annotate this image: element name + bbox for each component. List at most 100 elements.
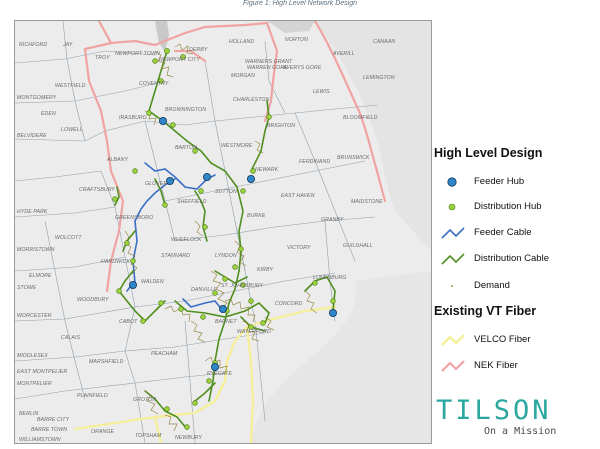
town-label: NEWPORT CITY bbox=[159, 57, 200, 63]
legend-label-distribution-cable: Distribution Cable bbox=[474, 253, 549, 264]
legend-title-existing: Existing VT Fiber bbox=[434, 304, 537, 318]
town-label: RICHFORD bbox=[19, 42, 47, 48]
town-label: PEACHAM bbox=[151, 351, 178, 357]
town-label: ALBANY bbox=[106, 157, 129, 163]
town-label: TROY bbox=[95, 55, 110, 61]
town-label: BROWNINGTON bbox=[165, 107, 206, 113]
town-label: EDEN bbox=[41, 111, 56, 117]
town-label: WILLIAMSTOWN bbox=[19, 437, 61, 443]
town-label: GLOVER bbox=[145, 181, 167, 187]
map-canvas: RICHFORD JAY TROY NEWPORT TOWN NEWPORT C… bbox=[15, 21, 431, 443]
feeder-hubs bbox=[129, 117, 337, 371]
legend-distribution-hub: Distribution Hub bbox=[434, 199, 600, 215]
tilson-logo: TILSON On a Mission bbox=[436, 395, 600, 445]
velco-fiber-icon bbox=[440, 332, 466, 348]
town-label: JAY bbox=[62, 42, 73, 48]
town-label: WARNERS GRANT bbox=[245, 59, 293, 65]
town-label: LUNENBURG bbox=[313, 275, 346, 281]
demand-icon bbox=[440, 278, 466, 294]
town-label: NEWBURY bbox=[175, 435, 202, 441]
town-label: DERBY bbox=[189, 47, 208, 53]
town-label: ORANGE bbox=[91, 429, 115, 435]
town-label: CHARLESTON bbox=[233, 97, 270, 103]
town-label: LYNDON bbox=[215, 253, 237, 259]
town-label: BLOOMFIELD bbox=[343, 115, 378, 121]
town-label: ELMORE bbox=[29, 273, 52, 279]
legend-distribution-cable: Distribution Cable bbox=[434, 251, 600, 267]
legend-nek-fiber: NEK Fiber bbox=[434, 358, 600, 374]
town-label: GREENSBORO bbox=[115, 215, 153, 221]
town-label: STOWE bbox=[17, 285, 37, 291]
town-label: VICTORY bbox=[287, 245, 311, 251]
legend-label-feeder-hub: Feeder Hub bbox=[474, 176, 525, 187]
town-label: WORCESTER bbox=[17, 313, 52, 319]
legend-label-feeder-cable: Feeder Cable bbox=[474, 227, 532, 238]
town-label: EAST HAVEN bbox=[281, 193, 315, 199]
lake-memphremagog bbox=[155, 21, 169, 51]
town-label: MONTGOMERY bbox=[17, 95, 57, 101]
town-label: AVERILL bbox=[332, 51, 355, 57]
demand-points bbox=[124, 43, 318, 432]
town-label: WOODBURY bbox=[77, 297, 109, 303]
legend-title-design: High Level Design bbox=[434, 146, 543, 160]
town-label: DANVILLE bbox=[191, 287, 217, 293]
town-label: BARRE CITY bbox=[37, 417, 70, 423]
town-label: WHEELOCK bbox=[171, 237, 202, 243]
town-label: WESTFIELD bbox=[55, 83, 86, 89]
town-label: CALAIS bbox=[61, 335, 80, 341]
town-label: LEMINGTON bbox=[363, 75, 395, 81]
town-label: GROTON bbox=[133, 397, 156, 403]
town-label: HARDWICK bbox=[101, 259, 130, 265]
town-label: EAST MONTPELIER bbox=[17, 369, 67, 375]
town-labels: RICHFORD JAY TROY NEWPORT TOWN NEWPORT C… bbox=[17, 37, 395, 443]
town-label: MONTPELIER bbox=[17, 381, 52, 387]
nek-fiber-icon bbox=[440, 358, 466, 374]
nek-fiber-lines bbox=[83, 21, 387, 293]
logo-tagline: On a Mission bbox=[484, 426, 557, 437]
town-label: HOLLAND bbox=[229, 39, 254, 45]
town-label: CRAFTSBURY bbox=[79, 187, 115, 193]
legend-feeder-hub: Feeder Hub bbox=[434, 174, 600, 190]
town-label: BERLIN bbox=[19, 411, 38, 417]
town-label: ST. JOHNSBURY bbox=[221, 283, 264, 289]
town-label: SUTTON bbox=[215, 189, 237, 195]
town-label: LEWIS bbox=[313, 89, 330, 95]
legend-label-velco: VELCO Fiber bbox=[474, 334, 531, 345]
town-label: NEWARK bbox=[255, 167, 279, 173]
town-label: CABOT bbox=[119, 319, 138, 325]
northern-lake bbox=[267, 21, 315, 33]
town-label: IRASBURG bbox=[119, 115, 147, 121]
network-map[interactable]: RICHFORD JAY TROY NEWPORT TOWN NEWPORT C… bbox=[14, 20, 432, 444]
town-label: CANAAN bbox=[373, 39, 395, 45]
legend-velco-fiber: VELCO Fiber bbox=[434, 332, 600, 348]
town-label: HYDE PARK bbox=[17, 209, 48, 215]
town-label: MORGAN bbox=[231, 73, 255, 79]
legend-label-nek: NEK Fiber bbox=[474, 360, 518, 371]
town-label: GUILDHALL bbox=[343, 243, 373, 249]
legend-label-distribution-hub: Distribution Hub bbox=[474, 201, 542, 212]
town-label: PLAINFIELD bbox=[77, 393, 108, 399]
feeder-hub-icon bbox=[440, 174, 466, 190]
town-label: WOLCOTT bbox=[55, 235, 82, 241]
town-label: WESTMORE bbox=[221, 143, 253, 149]
town-label: LOWELL bbox=[61, 127, 83, 133]
new-hampshire-region bbox=[315, 21, 431, 251]
town-label: MAIDSTONE bbox=[351, 199, 383, 205]
town-label: BRUNSWICK bbox=[337, 155, 370, 161]
logo-wordmark: TILSON bbox=[436, 395, 552, 426]
town-label: COVENTRY bbox=[139, 81, 169, 87]
town-label: BELVIDERE bbox=[17, 133, 47, 139]
town-label: BARRE TOWN bbox=[31, 427, 67, 433]
town-label: AVERYS GORE bbox=[282, 65, 322, 71]
town-label: STANNARD bbox=[161, 253, 190, 259]
town-label: WATERFORD bbox=[237, 329, 271, 335]
town-label: NEWPORT TOWN bbox=[115, 51, 160, 57]
town-label: SHEFFIELD bbox=[177, 199, 207, 205]
town-label: WARREN GORE bbox=[247, 65, 288, 71]
distribution-cable-icon bbox=[440, 251, 466, 267]
town-label: CONCORD bbox=[275, 301, 303, 307]
feeder-cable-icon bbox=[440, 225, 466, 241]
legend-feeder-cable: Feeder Cable bbox=[434, 225, 600, 241]
legend-label-demand: Demand bbox=[474, 280, 510, 291]
town-label: GRANBY bbox=[321, 217, 344, 223]
